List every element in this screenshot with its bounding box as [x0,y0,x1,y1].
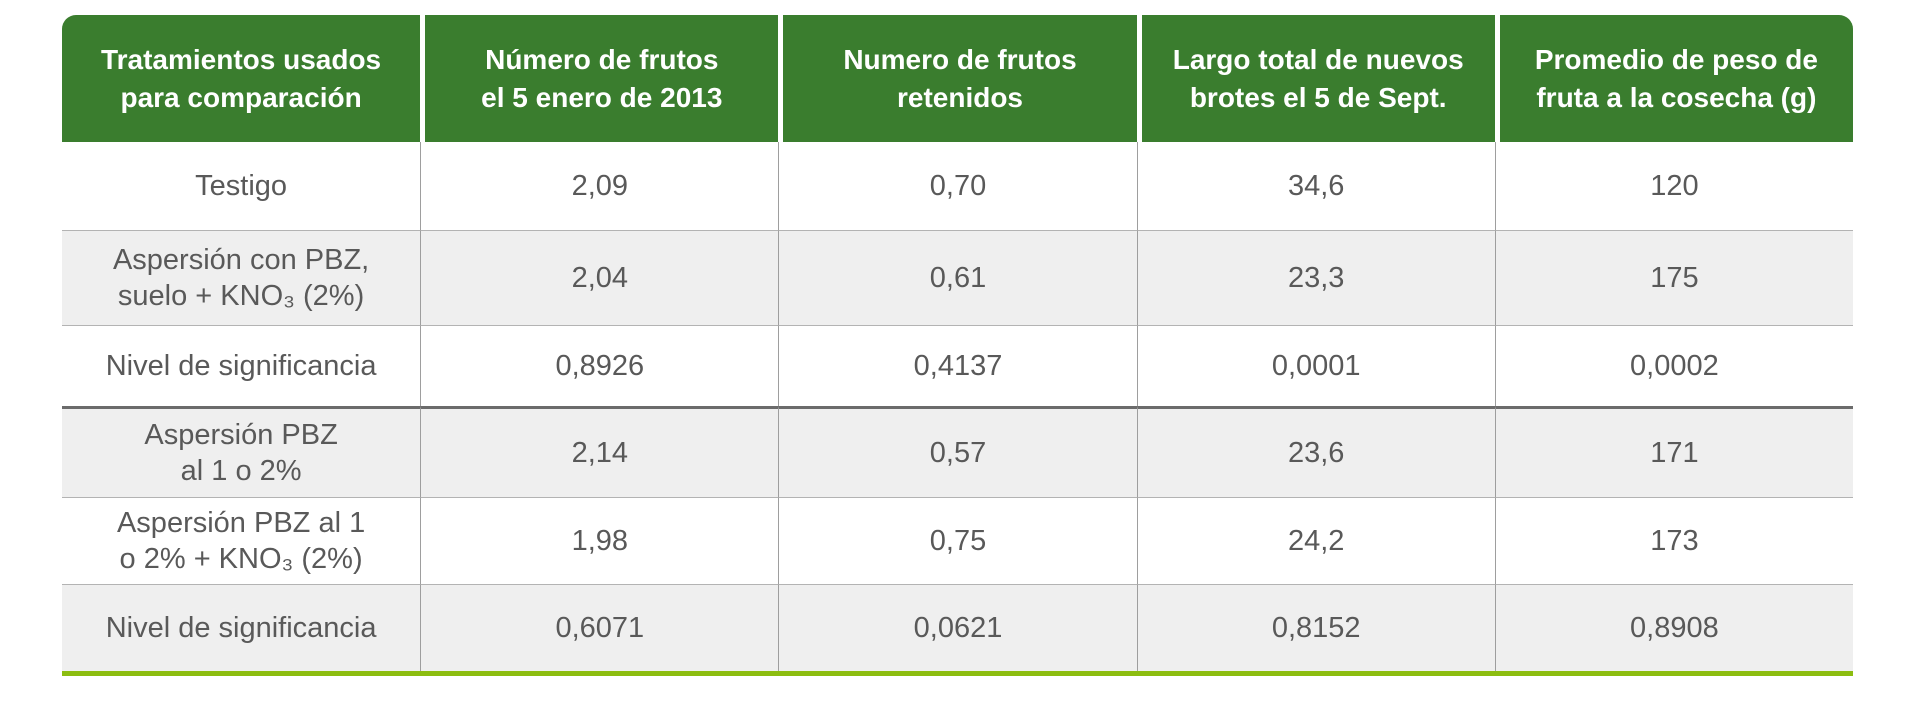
value-cell-row-4-col-5: 171 [1494,406,1853,497]
value-cell-row-1-col-5: 120 [1494,142,1853,230]
treatment-cell-row-5: Aspersión PBZ al 1 o 2% + KNO₃ (2%) [62,497,421,584]
column-header-3: Numero de frutos retenidos [778,15,1137,142]
value-cell-row-5-col-5: 173 [1494,497,1853,584]
value-cell-row-3-col-2: 0,8926 [420,325,779,406]
value-cell-row-6-col-2: 0,6071 [420,584,779,671]
value-cell-row-4-col-3: 0,57 [778,406,1137,497]
value-cell-row-3-col-4: 0,0001 [1136,325,1495,406]
value-cell-row-5-col-4: 24,2 [1136,497,1495,584]
value-cell-row-3-col-3: 0,4137 [778,325,1137,406]
column-header-4: Largo total de nuevos brotes el 5 de Sep… [1136,15,1495,142]
value-cell-row-1-col-2: 2,09 [420,142,779,230]
value-cell-row-2-col-4: 23,3 [1136,230,1495,325]
treatment-cell-row-3: Nivel de significancia [62,325,421,406]
value-cell-row-6-col-5: 0,8908 [1494,584,1853,671]
value-cell-row-2-col-5: 175 [1494,230,1853,325]
treatment-cell-row-4: Aspersión PBZ al 1 o 2% [62,406,421,497]
treatment-cell-row-1: Testigo [62,142,421,230]
value-cell-row-3-col-5: 0,0002 [1494,325,1853,406]
value-cell-row-1-col-3: 0,70 [778,142,1137,230]
comparison-table: Tratamientos usados para comparación Núme… [62,15,1853,671]
value-cell-row-6-col-4: 0,8152 [1136,584,1495,671]
table-container: Tratamientos usados para comparación Núme… [62,15,1853,676]
column-header-5: Promedio de peso de fruta a la cosecha (… [1494,15,1853,142]
value-cell-row-5-col-2: 1,98 [420,497,779,584]
column-header-2: Número de frutos el 5 enero de 2013 [420,15,779,142]
value-cell-row-2-col-3: 0,61 [778,230,1137,325]
table-bottom-accent-line [62,671,1853,676]
value-cell-row-5-col-3: 0,75 [778,497,1137,584]
value-cell-row-6-col-3: 0,0621 [778,584,1137,671]
column-header-1: Tratamientos usados para comparación [62,15,421,142]
value-cell-row-4-col-2: 2,14 [420,406,779,497]
value-cell-row-1-col-4: 34,6 [1136,142,1495,230]
treatment-cell-row-6: Nivel de significancia [62,584,421,671]
treatment-cell-row-2: Aspersión con PBZ, suelo + KNO₃ (2%) [62,230,421,325]
value-cell-row-2-col-2: 2,04 [420,230,779,325]
value-cell-row-4-col-4: 23,6 [1136,406,1495,497]
